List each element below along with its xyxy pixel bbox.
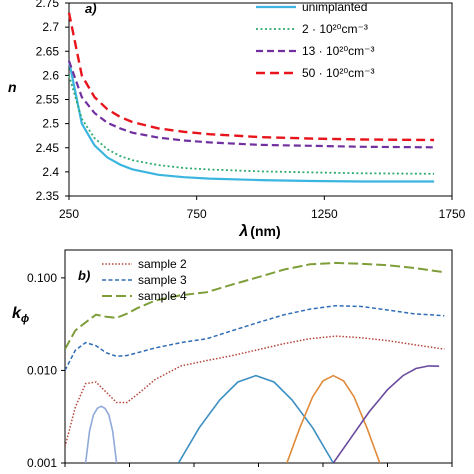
- legend: unimplanted 2 · 10²⁰cm⁻³ 13 · 10²⁰cm⁻³ 50 ·…: [256, 0, 375, 80]
- y-tick-label: 2.7: [42, 20, 59, 34]
- legend-label: sample 2: [138, 257, 187, 271]
- plot-area: [65, 261, 445, 463]
- x-axis-label: λ (nm): [238, 223, 280, 240]
- x-tick-label: 1750: [439, 207, 466, 221]
- legend-label: unimplanted: [302, 0, 367, 14]
- x-tick-label: 750: [187, 207, 207, 221]
- panel-a-refractive-index-chart: 2.35 2.4 2.45 2.5 2.55 2.6 2.65 2.7 2.75 250 750 12…: [8, 0, 466, 240]
- y-tick-label: 2.65: [36, 44, 60, 58]
- panel-label: b): [78, 268, 90, 283]
- legend-label: sample 4: [138, 289, 187, 303]
- y-tick-label: 0.100: [27, 271, 57, 285]
- y-tick-label: 0.001: [27, 456, 57, 470]
- series-line-sample-3: [65, 304, 445, 371]
- legend-label: sample 3: [138, 273, 187, 287]
- y-axis-label: n: [8, 79, 17, 95]
- legend-label: 50 · 10²⁰cm⁻³: [302, 66, 375, 80]
- series-line-4: [67, 12, 435, 142]
- plot-frame: [64, 249, 453, 464]
- series-line-1: [67, 60, 435, 183]
- y-tick-label: 2.75: [36, 0, 60, 10]
- gaussian-component-2: [177, 374, 334, 463]
- gaussian-component-3: [286, 374, 381, 463]
- series-line-sample-2: [65, 335, 445, 447]
- series-line-2: [68, 75, 435, 175]
- legend: sample 2 sample 3 sample 4: [102, 257, 187, 303]
- y-tick-label: 2.55: [36, 93, 60, 107]
- gaussian-component-4: [332, 365, 440, 463]
- x-tick-label: 250: [59, 207, 79, 221]
- y-tick-label: 0.010: [27, 363, 57, 377]
- panel-label: a): [85, 1, 97, 16]
- legend-label: 13 · 10²⁰cm⁻³: [302, 44, 375, 58]
- y-tick-label: 2.4: [42, 165, 59, 179]
- y-axis-label: kϕ: [12, 305, 29, 325]
- series-line-sample-4: [65, 261, 445, 350]
- y-tick-label: 2.6: [42, 68, 59, 82]
- y-tick-label: 2.45: [36, 141, 60, 155]
- y-tick-label: 2.35: [36, 189, 60, 203]
- y-tick-label: 2.5: [42, 117, 59, 131]
- gaussian-component-1: [84, 405, 118, 463]
- x-tick-label: 1250: [311, 207, 338, 221]
- series-line-3: [67, 60, 435, 149]
- legend-label: 2 · 10²⁰cm⁻³: [302, 22, 368, 36]
